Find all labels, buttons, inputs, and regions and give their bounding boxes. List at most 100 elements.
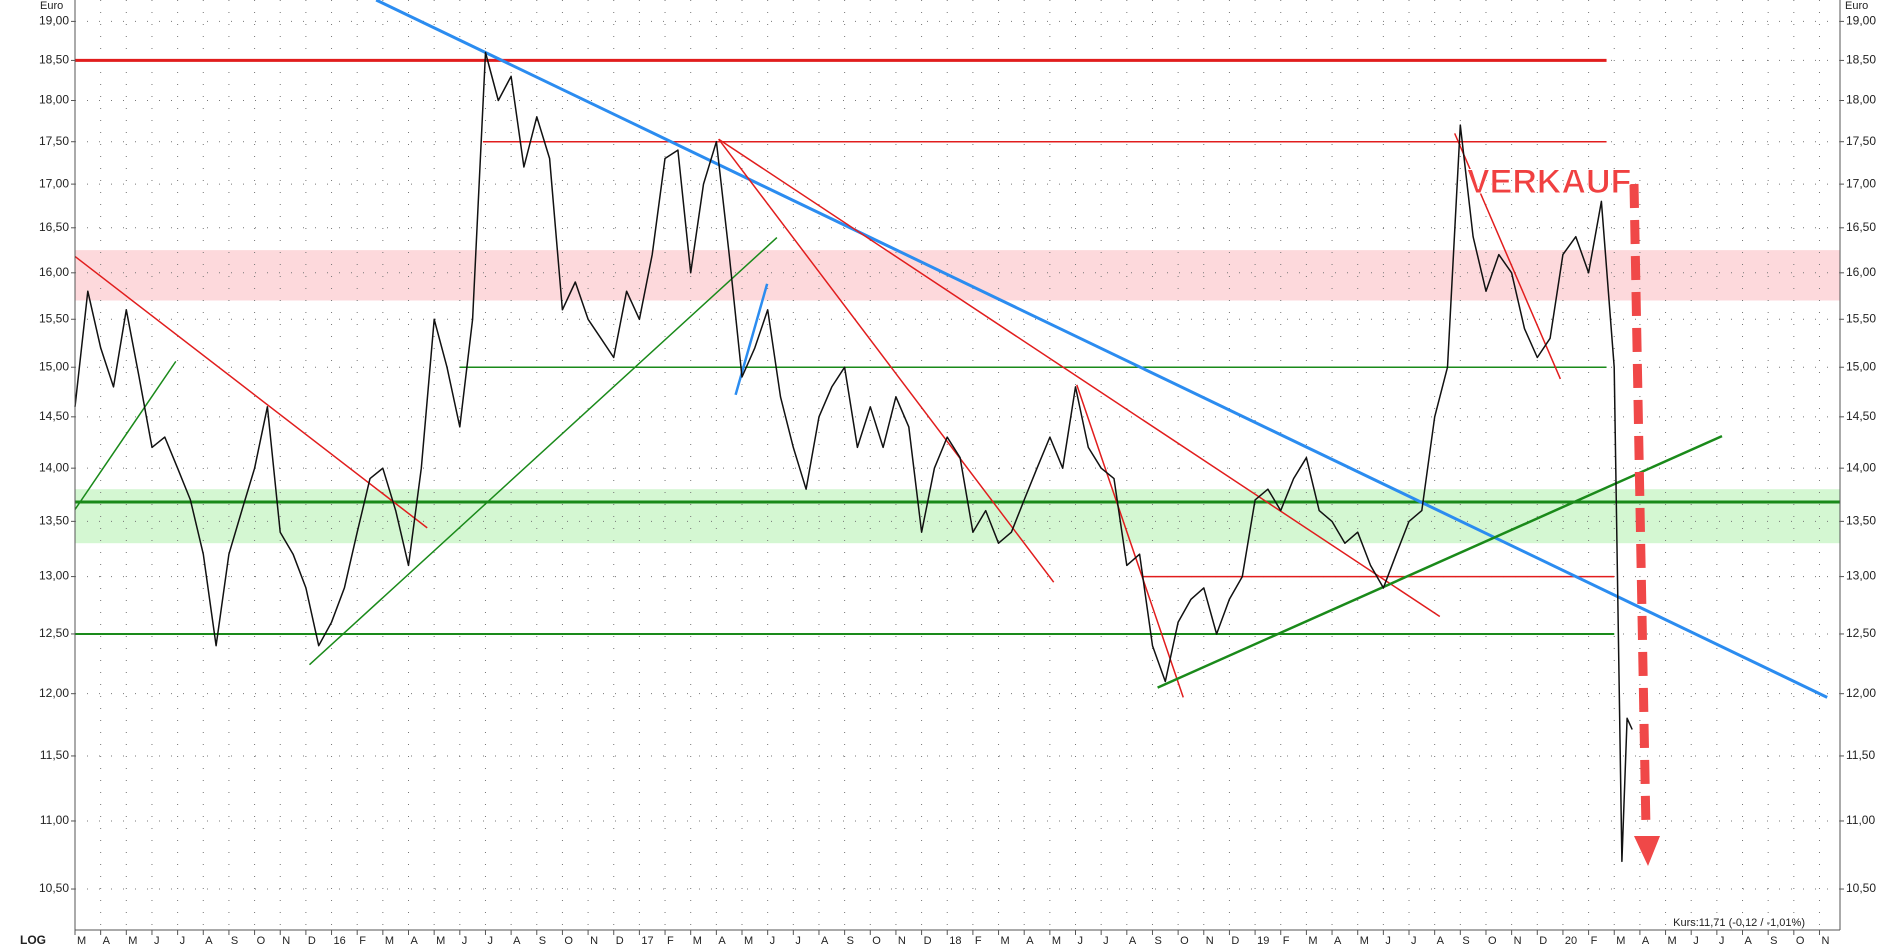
x-tick-label: S (231, 935, 238, 947)
unit-label-right: Euro (1845, 0, 1868, 12)
y-tick-label: 19,00 (39, 14, 69, 28)
x-tick-label: A (1129, 935, 1137, 947)
x-tick-label: O (1796, 935, 1805, 947)
y-tick-label: 12,50 (39, 626, 69, 640)
trend-line (308, 237, 778, 666)
x-tick-label: D (1539, 935, 1547, 947)
x-tick-label: J (1385, 935, 1391, 947)
y-tick-label: 11,50 (40, 748, 69, 762)
x-tick-label: D (308, 935, 316, 947)
y-tick-label: 17,50 (39, 134, 69, 148)
x-tick-label: 16 (334, 935, 346, 947)
y-tick-label: 11,00 (40, 813, 69, 827)
y-tick-label: 15,00 (1846, 359, 1876, 373)
trend-line (718, 138, 1441, 618)
x-tick-label: M (1308, 935, 1317, 947)
x-tick-label: A (411, 935, 419, 947)
y-tick-label: 12,00 (39, 686, 69, 700)
y-tick-label: 11,50 (1846, 748, 1875, 762)
y-tick-label: 18,00 (1846, 93, 1876, 107)
x-tick-label: O (1180, 935, 1189, 947)
y-tick-label: 15,50 (39, 311, 69, 325)
x-tick-label: D (616, 935, 624, 947)
y-tick-label: 16,00 (39, 265, 69, 279)
x-tick-label: S (539, 935, 546, 947)
x-tick-label: J (462, 935, 468, 947)
y-tick-label: 17,00 (39, 176, 69, 190)
x-tick-label: J (1719, 935, 1725, 947)
trend-line (74, 360, 177, 510)
y-tick-label: 14,00 (1846, 460, 1876, 474)
y-tick-label: 18,00 (39, 93, 69, 107)
x-tick-label: M (77, 935, 86, 947)
price-line (74, 51, 1633, 863)
x-tick-label: S (1462, 935, 1469, 947)
y-tick-label: 18,50 (39, 53, 69, 67)
sell-label: VERKAUF (1467, 163, 1631, 201)
trend-line (375, 0, 1828, 699)
y-tick-label: 18,50 (1846, 53, 1876, 67)
x-tick-label: M (128, 935, 137, 947)
x-tick-label: A (1026, 935, 1034, 947)
trend-line (734, 283, 769, 396)
x-tick-label: A (513, 935, 521, 947)
x-tick-label: J (180, 935, 186, 947)
x-tick-label: A (821, 935, 829, 947)
x-tick-label: O (257, 935, 266, 947)
x-tick-label: S (1770, 935, 1777, 947)
trend-line (1453, 133, 1562, 380)
y-tick-label: 10,50 (39, 881, 69, 895)
y-tick-label: 19,00 (1846, 14, 1876, 28)
y-tick-label: 16,50 (1846, 220, 1876, 234)
x-tick-label: M (693, 935, 702, 947)
y-tick-label: 17,50 (1846, 134, 1876, 148)
x-tick-label: F (1591, 935, 1598, 947)
x-tick-label: N (1206, 935, 1214, 947)
trend-line (1157, 434, 1723, 689)
x-tick-label: A (1334, 935, 1342, 947)
x-tick-label: J (1693, 935, 1699, 947)
x-tick-label: J (1078, 935, 1084, 947)
x-tick-label: J (1103, 935, 1109, 947)
x-tick-label: N (1514, 935, 1522, 947)
x-tick-label: J (770, 935, 776, 947)
x-tick-label: O (564, 935, 573, 947)
x-tick-label: F (1283, 935, 1290, 947)
x-tick-label: A (1745, 935, 1753, 947)
y-tick-label: 14,50 (39, 409, 69, 423)
y-tick-label: 13,50 (1846, 514, 1876, 528)
x-tick-label: O (1488, 935, 1497, 947)
x-tick-label: N (590, 935, 598, 947)
y-tick-label: 12,00 (1846, 686, 1876, 700)
unit-label-left: Euro (40, 0, 63, 12)
y-tick-label: 16,50 (39, 220, 69, 234)
y-tick-label: 15,50 (1846, 311, 1876, 325)
x-tick-label: M (1052, 935, 1061, 947)
y-tick-label: 14,50 (1846, 409, 1876, 423)
y-tick-label: 14,00 (39, 460, 69, 474)
x-tick-label: 18 (949, 935, 961, 947)
x-tick-label: F (667, 935, 674, 947)
scale-label: LOG (20, 933, 46, 947)
y-tick-label: 12,50 (1846, 626, 1876, 640)
trend-line (718, 138, 1055, 583)
x-tick-label: A (1437, 935, 1445, 947)
x-tick-label: F (975, 935, 982, 947)
x-tick-label: J (795, 935, 801, 947)
y-tick-label: 17,00 (1846, 176, 1876, 190)
x-tick-label: S (1154, 935, 1161, 947)
y-tick-label: 13,50 (39, 514, 69, 528)
zone (75, 250, 1840, 301)
x-tick-label: O (872, 935, 881, 947)
x-tick-label: M (1001, 935, 1010, 947)
y-tick-label: 13,00 (39, 569, 69, 583)
x-tick-label: J (154, 935, 160, 947)
x-tick-label: 17 (641, 935, 653, 947)
x-tick-label: N (282, 935, 290, 947)
x-tick-label: A (1642, 935, 1650, 947)
x-tick-label: M (744, 935, 753, 947)
status-label: Kurs:11,71 (-0,12 / -1,01%) (1673, 917, 1805, 929)
x-tick-label: 20 (1565, 935, 1577, 947)
